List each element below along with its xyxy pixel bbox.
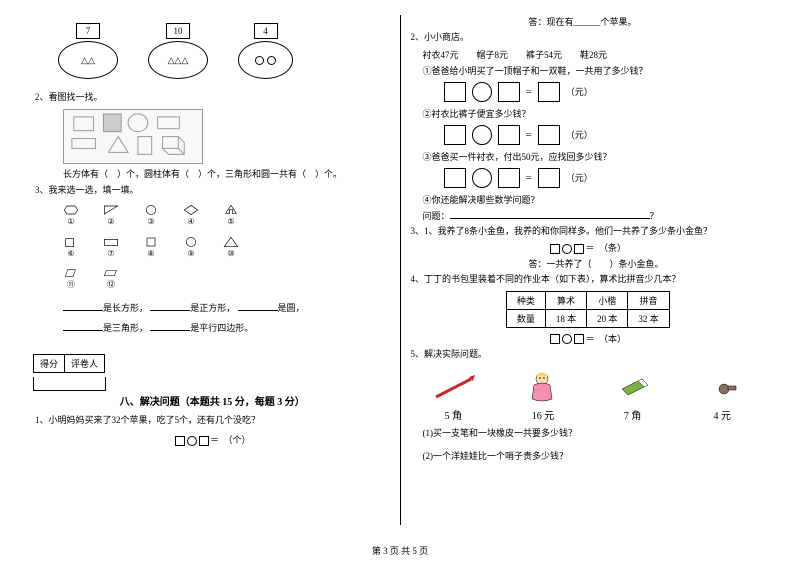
item-whistle: 4 元 (700, 369, 745, 422)
q2-3: ③爸爸买一件衬衣，付出50元，应找回多少钱？ (423, 150, 768, 163)
q2-1: ①爸爸给小明买了一顶帽子和一双鞋，一共用了多少钱？ (423, 64, 768, 77)
score-blank (33, 377, 106, 391)
items-row: 5 角 16 元 7 角 4 元 (409, 369, 768, 422)
q2-2: ②衬衣比裤子便宜多少钱？ (423, 107, 768, 120)
left-column: 7 △△ 10 △△△ 4 2、看图找一找。 (25, 15, 401, 525)
right-column: 答：现在有______个苹果。 2、小小商店。 衬衣47元 帽子8元 裤子54元… (401, 15, 776, 525)
fill-line-1: 是长方形， 是正方形， 是圆， (63, 300, 392, 316)
oval-set-2: 10 △△△ (148, 23, 208, 79)
shapes-image (63, 109, 203, 164)
q2: 2、小小商店。 (411, 31, 768, 45)
q3-title: 3、我来选一选，填一填。 (35, 184, 392, 198)
q5-1: (1)买一支笔和一块橡皮一共要多少钱？ (423, 426, 768, 439)
eq-row: =（元） (444, 168, 768, 188)
shapes-grid: ① ② ③ ④ ⑤ ⑥ ⑦ ⑧ ⑨ ⑩ ⑪ ⑫ (58, 204, 392, 290)
pen-icon (431, 369, 476, 404)
oval: △△△ (148, 41, 208, 79)
section-8-title: 八、解决问题（本题共 15 分，每题 3 分） (33, 393, 392, 408)
q2-text: 长方体有（ ）个，圆柱体有（ ）个，三角形和圆一共有（ ）个。 (63, 168, 392, 182)
oval: △△ (58, 41, 118, 79)
item-doll: 16 元 (520, 369, 565, 422)
eraser-icon (610, 369, 655, 404)
q3: 3、1、我养了8条小金鱼，我养的和你同样多。他们一共养了多少条小金鱼？ (411, 225, 768, 239)
eq-blank: ＝ （个） (33, 433, 392, 446)
oval-shapes-row: 7 △△ 10 △△△ 4 (58, 23, 392, 79)
page: 7 △△ 10 △△△ 4 2、看图找一找。 (25, 15, 775, 525)
q2-title: 2、看图找一找。 (35, 91, 392, 105)
q2-4: ④你还能解决哪些数学问题？ (423, 193, 768, 206)
oval-set-1: 7 △△ (58, 23, 118, 79)
number-box: 10 (166, 23, 190, 39)
oval (238, 41, 293, 79)
q5-2: (2)一个洋娃娃比一个哨子贵多少钱？ (423, 449, 768, 462)
eq-blank: ＝ （条） (409, 241, 768, 254)
whistle-icon (700, 369, 745, 404)
number-box: 7 (76, 23, 100, 39)
item-eraser: 7 角 (610, 369, 655, 422)
doll-icon (520, 369, 565, 404)
q4: 4、丁丁的书包里装着不同的作业本（如下表），算术比拼音少几本？ (411, 273, 768, 287)
eq-row: =（元） (444, 82, 768, 102)
fill-line-2: 是三角形， 是平行四边形。 (63, 320, 392, 336)
prices: 衬衣47元 帽子8元 裤子54元 鞋28元 (423, 48, 768, 61)
q2-4b: 问题：？ (423, 209, 768, 222)
item-pen: 5 角 (431, 369, 476, 422)
q3-ans: 答：一共养了（ ）条小金鱼。 (529, 257, 768, 270)
q8-1: 1、小明妈妈买来了32个苹果，吃了5个，还有几个没吃？ (35, 414, 392, 428)
number-box: 4 (254, 23, 278, 39)
answer-line: 答：现在有______个苹果。 (529, 15, 768, 28)
score-box: 得分 评卷人 (33, 354, 105, 373)
eq-blank: ＝ （本） (409, 332, 768, 345)
page-footer: 第 3 页 共 5 页 (0, 544, 800, 557)
solids-icon (64, 109, 202, 163)
oval-set-3: 4 (238, 23, 293, 79)
eq-row: =（元） (444, 125, 768, 145)
q5: 5、解决实际问题。 (411, 348, 768, 362)
workbook-table: 种类算术小楷拼音 数量18 本20 本32 本 (506, 291, 670, 328)
